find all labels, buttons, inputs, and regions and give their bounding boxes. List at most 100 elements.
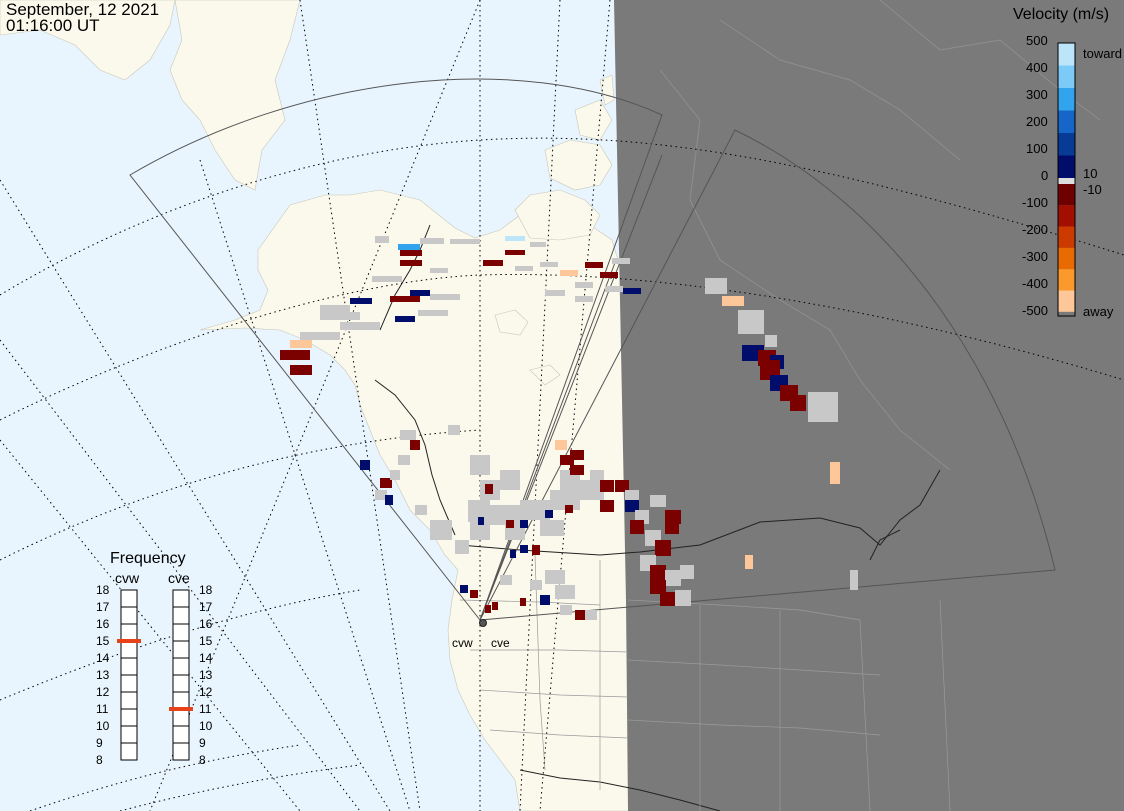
radar-echo-cell bbox=[520, 598, 526, 606]
date-label: September, 12 2021 bbox=[6, 0, 160, 19]
radar-echo-cell bbox=[478, 517, 484, 525]
radar-fov bbox=[129, 78, 1056, 622]
radar-echo-cell bbox=[520, 545, 528, 553]
radar-echo-cell bbox=[665, 520, 679, 534]
frequency-scale-label: 13 bbox=[96, 668, 110, 682]
frequency-scale-label: 9 bbox=[96, 736, 103, 750]
radar-echo-cell bbox=[590, 470, 604, 482]
radar-echo-cell bbox=[623, 288, 641, 294]
frequency-scale-label: 11 bbox=[199, 702, 212, 716]
radar-echo-cell bbox=[570, 450, 584, 460]
frequency-scale-label: 8 bbox=[96, 753, 103, 767]
frequency-scale-label: 10 bbox=[199, 719, 213, 733]
site-label-cvw: cvw bbox=[452, 636, 473, 650]
colorbar-segment bbox=[1058, 43, 1075, 66]
frequency-scale-label: 17 bbox=[199, 600, 213, 614]
radar-echo-cell bbox=[625, 490, 639, 502]
frequency-scale-label: 14 bbox=[96, 651, 110, 665]
radar-echo-cell bbox=[680, 565, 694, 579]
frequency-scale-label: 15 bbox=[96, 634, 110, 648]
northern-landmass bbox=[169, 0, 301, 191]
border-canada-us bbox=[459, 469, 941, 556]
frequency-scale-label: 18 bbox=[199, 583, 213, 597]
colorbar-segment bbox=[1058, 226, 1075, 248]
colorbar-toward-label: toward bbox=[1083, 46, 1123, 61]
radar-echo-cell bbox=[555, 440, 567, 450]
radar-echo-cell bbox=[540, 262, 558, 267]
radar-echo-cell bbox=[290, 365, 312, 375]
colorbar-tick: 100 bbox=[1026, 141, 1048, 156]
radar-echo-cell bbox=[320, 305, 350, 313]
cvw-frequency-marker bbox=[117, 639, 141, 643]
north-america-land bbox=[199, 189, 641, 811]
radar-echo-cell bbox=[505, 236, 525, 241]
radar-echo-cell bbox=[605, 286, 623, 292]
radar-echo-cell bbox=[575, 282, 593, 288]
radar-echo-cell bbox=[850, 570, 858, 590]
frequency-title: Frequency bbox=[110, 550, 186, 567]
radar-echo-cell bbox=[372, 276, 402, 282]
velocity-colorbar bbox=[1057, 42, 1076, 317]
arctic-island bbox=[574, 99, 613, 141]
radar-echo-cell bbox=[650, 565, 666, 581]
colorbar-away-label: away bbox=[1083, 304, 1114, 319]
radar-echo-cell bbox=[545, 290, 565, 296]
radar-echo-cell bbox=[350, 298, 372, 304]
radar-echo-cell bbox=[545, 510, 553, 518]
radar-echo-cell bbox=[380, 478, 392, 488]
radar-echo-cell bbox=[506, 520, 514, 528]
cve-inner-ray bbox=[479, 154, 663, 621]
radar-echo-cell bbox=[300, 332, 340, 340]
colorbar-tick: 300 bbox=[1026, 87, 1048, 102]
radar-echo-cell bbox=[390, 296, 420, 302]
colorbar-inner-label: 10 bbox=[1083, 166, 1098, 181]
frequency-scale-label: 12 bbox=[199, 685, 213, 699]
radar-echo-cell bbox=[410, 290, 430, 296]
colorbar-inner-label: -10 bbox=[1083, 182, 1102, 197]
radar-site-marker bbox=[479, 619, 487, 627]
radar-echo-cell bbox=[390, 470, 400, 480]
colorbar-segment bbox=[1058, 133, 1075, 156]
radar-echo-cell bbox=[520, 520, 528, 528]
colorbar-segment bbox=[1058, 88, 1075, 111]
cve-fov bbox=[479, 129, 1056, 621]
radar-echo-cell bbox=[470, 455, 490, 475]
radar-echo-cell bbox=[420, 238, 444, 244]
radar-echo-cell bbox=[398, 455, 410, 465]
radar-echo-cell bbox=[395, 316, 415, 322]
frequency-scale-label: 14 bbox=[199, 651, 213, 665]
colorbar-tick: 500 bbox=[1026, 33, 1048, 48]
frequency-scale-label: 15 bbox=[199, 634, 213, 648]
radar-echo-cell bbox=[580, 480, 604, 500]
colorbar-segment bbox=[1058, 205, 1075, 227]
radar-echo-cell bbox=[585, 610, 597, 620]
radar-echo-cell bbox=[650, 495, 666, 507]
radar-echo-cell bbox=[765, 335, 777, 347]
borders bbox=[374, 224, 941, 811]
colorbar-segment bbox=[1058, 290, 1075, 312]
radar-echo-cell bbox=[290, 340, 312, 348]
cve-frequency-marker bbox=[169, 707, 193, 711]
radar-echo-cell bbox=[492, 602, 498, 610]
radar-echo-cell bbox=[468, 500, 490, 522]
radar-echo-cell bbox=[675, 590, 691, 606]
radar-echo-cell bbox=[745, 555, 753, 569]
border-alaska-panhandle bbox=[374, 379, 456, 536]
arctic-island bbox=[599, 74, 615, 106]
radar-echo-cell bbox=[722, 296, 744, 306]
colorbar-title: Velocity (m/s) bbox=[1013, 6, 1110, 23]
night-region bbox=[614, 0, 1124, 811]
radar-echo-cell bbox=[450, 239, 480, 244]
radar-echo-cell bbox=[485, 484, 493, 494]
radar-echo-cell bbox=[398, 244, 420, 250]
arctic-island bbox=[529, 364, 561, 386]
frequency-scale-label: 13 bbox=[199, 668, 213, 682]
radar-echo-cell bbox=[485, 605, 491, 613]
radar-echo-cell bbox=[790, 395, 806, 411]
radar-echo-cell bbox=[600, 500, 614, 512]
radar-echo-cell bbox=[415, 505, 427, 515]
radar-echo-cell bbox=[460, 585, 468, 593]
radar-echo-cell bbox=[483, 260, 503, 266]
colorbar-tick: -500 bbox=[1022, 303, 1049, 318]
